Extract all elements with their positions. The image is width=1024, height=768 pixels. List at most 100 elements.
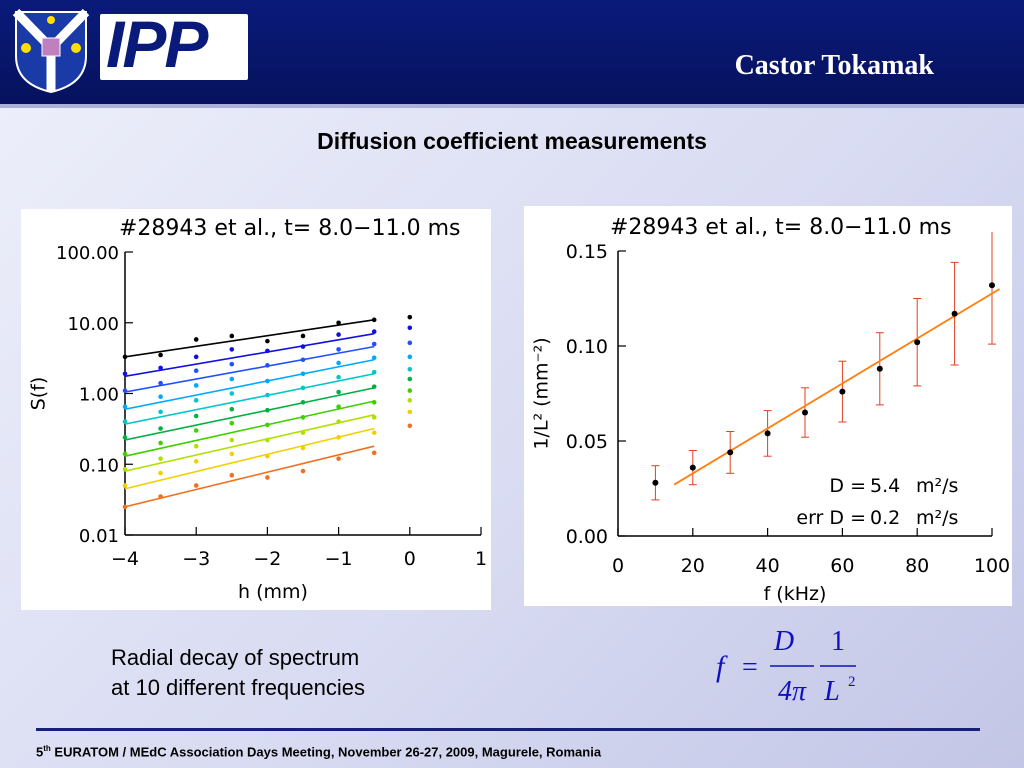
chart1-data-point: [300, 333, 306, 339]
chart1-data-point: [336, 320, 341, 326]
caption-line-2: at 10 different frequencies: [111, 675, 365, 700]
chart1-data-point: [371, 369, 377, 375]
chart1-data-point: [193, 383, 199, 388]
chart1-data-point: [229, 406, 235, 412]
footer-lead: 5: [36, 744, 44, 760]
chart1-data-point: [193, 428, 199, 433]
chart1-title: #28943 et al., t= 8.0−11.0 ms: [119, 216, 460, 241]
chart2-annotation-err-value: 0.2: [870, 507, 900, 529]
chart1-data-point: [265, 338, 270, 344]
chart2-annotation-d-value: 5.4: [870, 475, 900, 497]
chart1-data-point: [158, 394, 163, 400]
chart1-data-point: [371, 317, 377, 323]
chart1-x-axis-label: h (mm): [238, 581, 308, 603]
chart2-annotation-d-label: D =: [829, 475, 866, 497]
chart1-fit-line: [124, 387, 375, 441]
chart2-y-tick-label: 0.15: [566, 241, 608, 263]
formula-exponent: 2: [848, 674, 856, 690]
chart1-x-tick-label: −1: [325, 548, 353, 570]
chart1-data-point: [336, 374, 341, 380]
chart1-data-point: [371, 384, 377, 389]
chart1-data-point: [265, 348, 270, 354]
chart1-data-point: [336, 419, 341, 424]
chart1-data-point: [158, 440, 163, 446]
chart1-data-point: [300, 357, 306, 363]
chart1-y-tick-label: 10.00: [67, 314, 119, 335]
ipp-logo: IPP: [106, 7, 208, 81]
chart1-data-point: [300, 468, 306, 474]
header-bar: IPP AS Castor Tokamak: [0, 0, 1024, 108]
chart1-data-point: [371, 341, 377, 347]
chart1-data-point: [229, 333, 235, 339]
chart1-data-point: [336, 347, 341, 352]
chart2-data-point: [989, 282, 995, 289]
chart1-fit-line: [124, 400, 375, 457]
chart1-data-point: [371, 450, 377, 456]
chart1-data-point: [371, 415, 377, 420]
chart1-data-point: [229, 391, 235, 396]
formula-numerator-1: 1: [831, 626, 845, 657]
footer-body: EURATOM / MEdC Association Days Meeting,…: [50, 744, 602, 760]
chart1-y-axis-label: S(f): [28, 377, 50, 411]
diffusion-formula: f = D 4π 1 L 2: [716, 626, 856, 707]
caption: Radial decay of spectrum at 10 different…: [111, 643, 365, 703]
chart1-data-point: [265, 378, 270, 384]
chart1-data-point: [407, 354, 413, 360]
chart1-data-point: [158, 470, 163, 476]
chart1-fit-line: [124, 332, 375, 378]
chart1-y-tick-label: 0.01: [79, 526, 119, 547]
chart1-data-point: [336, 332, 341, 337]
chart1-data-point: [229, 451, 235, 457]
caption-line-1: Radial decay of spectrum: [111, 645, 360, 670]
chart1-data-point: [407, 423, 413, 429]
chart1-data-point: [229, 420, 235, 426]
footer-divider: [36, 728, 980, 731]
chart1-data-point: [122, 483, 128, 488]
chart2-x-tick-label: 40: [756, 555, 780, 577]
chart1-data-point: [229, 347, 235, 352]
coat-of-arms-icon: [12, 8, 90, 94]
chart2-x-tick-label: 20: [681, 555, 705, 577]
chart1-y-tick-label: 100.00: [56, 243, 119, 264]
chart1-data-point: [336, 435, 341, 440]
chart1-data-point: [193, 443, 199, 449]
chart1-data-point: [336, 456, 341, 461]
chart2-x-tick-label: 80: [905, 555, 929, 577]
chart2-x-tick-label: 0: [612, 555, 624, 577]
chart1-data-point: [193, 398, 199, 403]
chart1-data-point: [122, 419, 128, 424]
chart1-data-point: [158, 352, 163, 358]
chart2-data-point: [689, 464, 696, 471]
chart2-x-axis-label: f (kHz): [764, 583, 827, 605]
chart2-data-point: [876, 365, 883, 372]
spectrum-decay-plot: #28943 et al., t= 8.0−11.0 ms 0.01 0.10 1.0…: [28, 216, 488, 603]
chart1-data-point: [122, 404, 128, 410]
chart2-annotation-err-label: err D =: [796, 507, 866, 529]
formula-numerator-d: D: [773, 626, 794, 657]
chart2-x-tick-label: 100: [974, 555, 1010, 577]
chart1-data-point: [265, 453, 270, 459]
chart1-data-point: [158, 380, 163, 386]
chart1-data-point: [265, 407, 270, 413]
chart1-data-point: [407, 376, 413, 382]
formula-denominator-l: L: [823, 676, 840, 707]
chart2-y-axis-label: 1/L² (mm⁻²): [531, 337, 553, 449]
ipp-logo-suffix: AS: [214, 56, 242, 78]
chart1-data-point: [265, 392, 270, 398]
formula-denominator-4pi: 4π: [778, 676, 807, 707]
chart1-data-point: [371, 400, 377, 405]
chart2-y-tick-label: 0.10: [566, 336, 608, 358]
chart1-data-point: [407, 409, 413, 415]
chart1-data-point: [371, 430, 377, 435]
chart1-data-point: [265, 363, 270, 368]
chart1-data-point: [158, 456, 163, 461]
chart2-fit-line: [673, 288, 1000, 486]
chart1-fit-line: [124, 414, 375, 472]
chart1-data-point: [122, 451, 128, 457]
chart1-data-point: [265, 422, 270, 428]
chart1-data-point: [193, 413, 199, 419]
chart1-data-point: [407, 325, 413, 331]
chart2-data-point: [839, 388, 846, 395]
chart1-fit-line: [124, 445, 375, 508]
chart1-data-point: [407, 340, 413, 346]
